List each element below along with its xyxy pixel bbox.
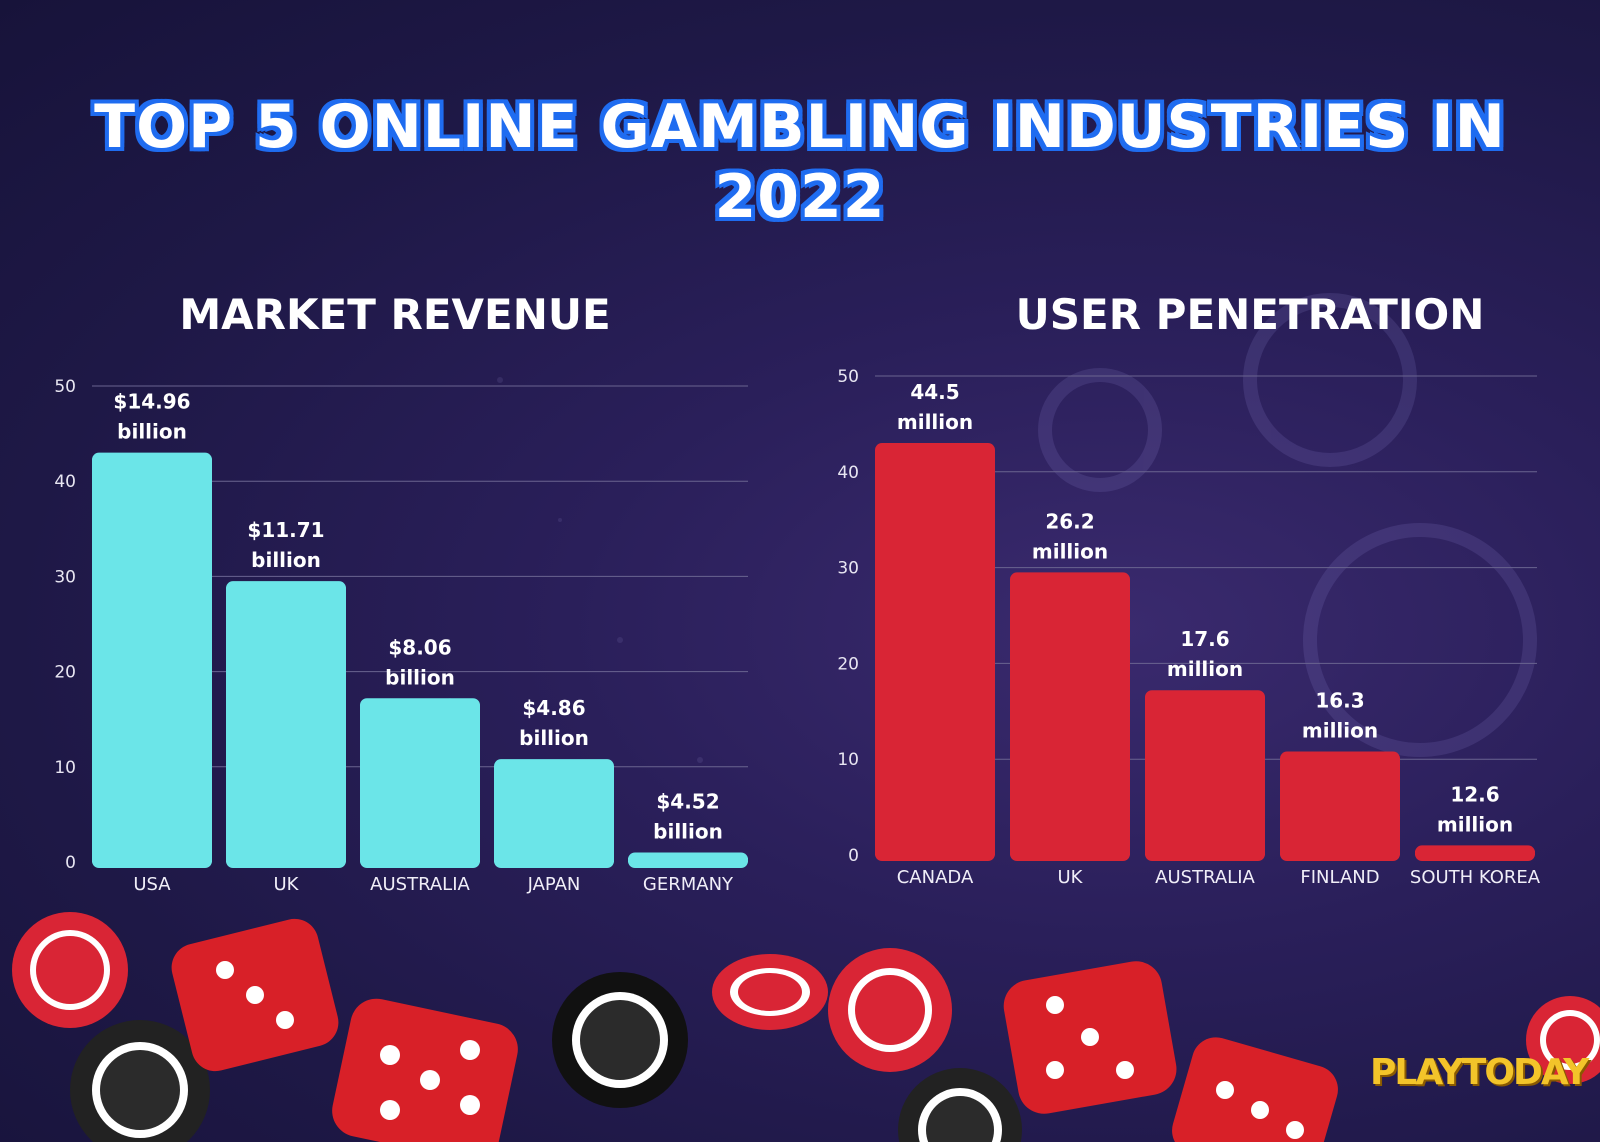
y-tick-label: 50 [837, 367, 859, 387]
data-label: $8.06 billion [385, 635, 455, 689]
data-label-line: billion [251, 548, 321, 572]
data-label-line: $4.52 [656, 789, 719, 813]
bar-base [1415, 851, 1535, 855]
category-label: UK [274, 874, 300, 895]
logo-text: PLAYTODAY [1370, 1052, 1589, 1093]
y-tick-label: 0 [848, 846, 859, 866]
chart-1: 0 10 20 30 40 50 44.5 million CANADA 26.2 million U… [837, 367, 1540, 888]
y-tick-label: 30 [837, 559, 859, 579]
y-tick-label: 20 [837, 654, 859, 674]
data-label-line: million [1167, 657, 1243, 681]
category-label: SOUTH KOREA [1410, 867, 1541, 888]
data-label: 17.6 million [1167, 627, 1243, 681]
data-label-line: billion [117, 420, 187, 444]
category-label: AUSTRALIA [1155, 867, 1255, 888]
data-label: $4.86 billion [519, 696, 589, 750]
data-label: 26.2 million [1032, 509, 1108, 563]
data-label-line: 26.2 [1045, 509, 1094, 533]
category-label: USA [133, 874, 171, 895]
bar-uk [1010, 572, 1130, 861]
category-label: AUSTRALIA [370, 874, 470, 895]
data-label: 44.5 million [897, 380, 973, 434]
category-label: CANADA [897, 867, 974, 888]
data-label: $4.52 billion [653, 789, 723, 843]
y-tick-label: 0 [65, 853, 76, 873]
data-label-line: 44.5 [910, 380, 959, 404]
bar-australia [360, 698, 480, 868]
bar-finland [1280, 751, 1400, 861]
y-tick-label: 10 [837, 750, 859, 770]
category-label: FINLAND [1300, 867, 1379, 888]
data-label-line: million [1032, 539, 1108, 563]
bar-base [875, 851, 995, 855]
bar-japan [494, 759, 614, 868]
main-title: TOP 5 ONLINE GAMBLING INDUSTRIES IN 2022 [94, 92, 1506, 232]
bar-usa [92, 452, 212, 868]
data-label-line: 16.3 [1315, 689, 1364, 713]
chart-title-user-penetration: USER PENETRATION [1015, 290, 1485, 339]
category-label: UK [1058, 867, 1084, 888]
data-label-line: billion [519, 726, 589, 750]
data-label-line: million [1437, 812, 1513, 836]
bar-base [1145, 851, 1265, 855]
y-tick-label: 50 [54, 377, 76, 397]
category-label: GERMANY [643, 874, 734, 895]
playtoday-logo: PLAYTODAY [1370, 1046, 1589, 1106]
data-label-line: $11.71 [247, 518, 324, 542]
data-label-line: 12.6 [1450, 782, 1499, 806]
bar-base [360, 858, 480, 862]
data-label: $14.96 billion [113, 390, 190, 444]
data-label-line: $4.86 [522, 696, 585, 720]
bar-australia [1145, 690, 1265, 861]
bar-canada [875, 443, 995, 861]
data-label: 16.3 million [1302, 689, 1378, 743]
data-label-line: $8.06 [388, 635, 451, 659]
category-label: JAPAN [527, 874, 581, 895]
data-label-line: 17.6 [1180, 627, 1229, 651]
bar-base [92, 858, 212, 862]
data-label-line: million [897, 410, 973, 434]
data-label-line: million [1302, 719, 1378, 743]
bar-base [226, 858, 346, 862]
data-label-line: billion [385, 665, 455, 689]
bar-uk [226, 581, 346, 868]
bar-base [1280, 851, 1400, 855]
chart-title-market-revenue: MARKET REVENUE [179, 290, 611, 339]
data-label: $11.71 billion [247, 518, 324, 572]
data-label-line: billion [653, 819, 723, 843]
bar-base [494, 858, 614, 862]
bar-base [1010, 851, 1130, 855]
y-tick-label: 10 [54, 758, 76, 778]
y-tick-label: 30 [54, 567, 76, 587]
data-label: 12.6 million [1437, 782, 1513, 836]
bar-base [628, 858, 748, 862]
y-tick-label: 20 [54, 663, 76, 683]
y-tick-label: 40 [54, 472, 76, 492]
y-tick-label: 40 [837, 463, 859, 483]
data-label-line: $14.96 [113, 390, 190, 414]
chart-0: 0 10 20 30 40 50 $14.96 billion USA $11.71 billion… [54, 377, 748, 895]
